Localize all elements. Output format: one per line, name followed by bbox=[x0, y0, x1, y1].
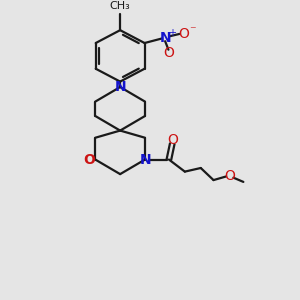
Text: N: N bbox=[140, 152, 152, 167]
Text: N: N bbox=[159, 31, 171, 45]
Text: N: N bbox=[114, 80, 126, 94]
Text: +: + bbox=[168, 28, 176, 38]
Text: ⁻: ⁻ bbox=[189, 24, 196, 38]
Text: O: O bbox=[224, 169, 235, 184]
Text: CH₃: CH₃ bbox=[110, 1, 130, 11]
Text: O: O bbox=[83, 152, 95, 167]
Text: O: O bbox=[167, 133, 178, 147]
Text: O: O bbox=[178, 27, 189, 41]
Text: O: O bbox=[163, 46, 174, 60]
